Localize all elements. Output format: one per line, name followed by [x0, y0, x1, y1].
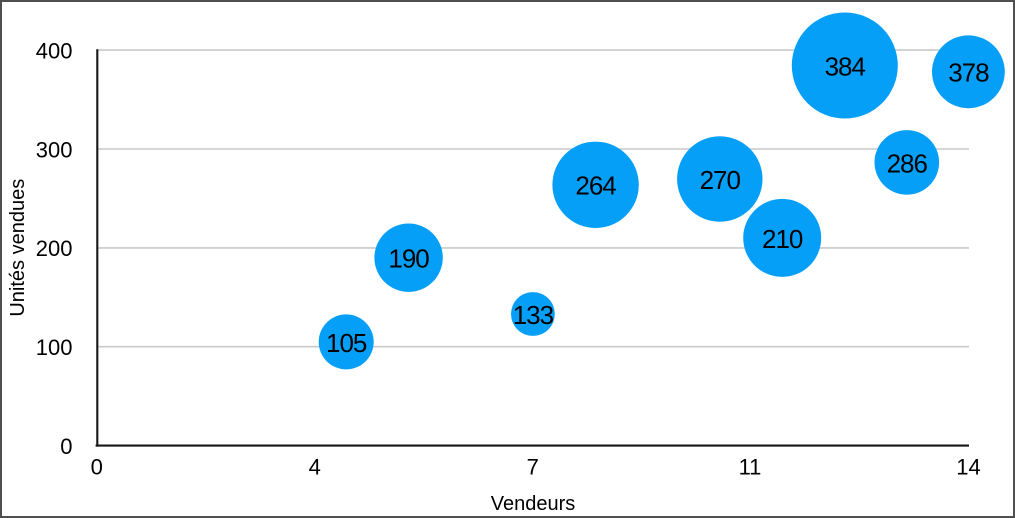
svg-text:7: 7 — [527, 455, 539, 480]
svg-text:378: 378 — [948, 58, 989, 88]
svg-text:100: 100 — [36, 335, 73, 360]
svg-text:264: 264 — [575, 171, 616, 201]
svg-text:105: 105 — [326, 328, 367, 358]
svg-text:200: 200 — [36, 236, 73, 261]
svg-text:384: 384 — [825, 51, 866, 81]
svg-text:11: 11 — [739, 455, 762, 480]
svg-text:14: 14 — [956, 455, 980, 480]
svg-text:0: 0 — [60, 434, 72, 459]
svg-text:4: 4 — [309, 455, 321, 480]
svg-text:300: 300 — [36, 137, 73, 162]
svg-text:210: 210 — [762, 224, 803, 254]
svg-text:0: 0 — [91, 455, 103, 480]
svg-text:Vendeurs: Vendeurs — [491, 493, 576, 515]
svg-text:286: 286 — [887, 148, 928, 178]
svg-text:190: 190 — [388, 244, 429, 274]
svg-text:Unités vendues: Unités vendues — [7, 179, 29, 317]
svg-text:270: 270 — [700, 165, 741, 195]
svg-text:133: 133 — [513, 300, 554, 330]
svg-text:400: 400 — [36, 38, 73, 63]
